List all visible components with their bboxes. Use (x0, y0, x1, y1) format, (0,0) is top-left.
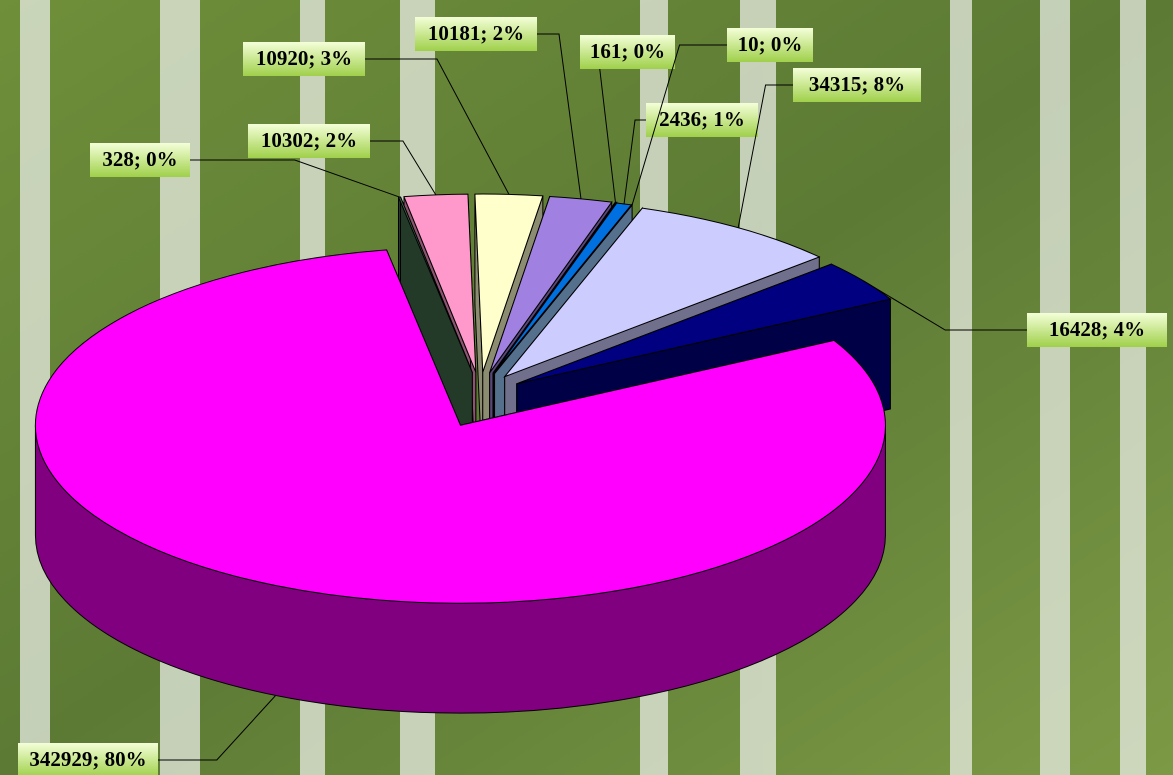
data-label: 161; 0% (590, 39, 665, 63)
leader-line (863, 280, 1027, 331)
label-box (248, 124, 370, 158)
label-box (646, 103, 758, 137)
data-label: 16428; 4% (1049, 317, 1145, 341)
label-box (793, 68, 921, 102)
label-box (1027, 313, 1167, 347)
data-label: 10; 0% (738, 32, 803, 56)
label-box (18, 743, 158, 775)
leader-line (365, 58, 510, 195)
slice (493, 202, 633, 374)
label-box (415, 17, 537, 51)
labels: 328; 0% 10302; 2% 10920; 3% 10181; 2% 161; 0… (18, 17, 1167, 775)
leader-line (370, 140, 437, 196)
leader-line (631, 44, 727, 206)
slice (489, 195, 613, 373)
label-box (90, 143, 190, 177)
leader-line (158, 695, 276, 761)
label-box (727, 28, 813, 62)
slice (34, 249, 886, 604)
leader-line (737, 84, 793, 228)
leader-line (537, 33, 582, 199)
data-label: 34315; 8% (809, 72, 905, 96)
leader-line (190, 159, 400, 198)
label-box (580, 35, 675, 69)
pie (34, 193, 892, 714)
data-label: 10920; 3% (256, 46, 352, 70)
data-label: 10181; 2% (428, 21, 524, 45)
data-label: 342929; 80% (29, 747, 146, 771)
leader-line (623, 119, 646, 204)
data-label: 328; 0% (102, 147, 177, 171)
data-label: 2436; 1% (659, 107, 745, 131)
slice (503, 207, 821, 378)
label-box (243, 42, 365, 76)
data-label: 10302; 2% (261, 128, 357, 152)
